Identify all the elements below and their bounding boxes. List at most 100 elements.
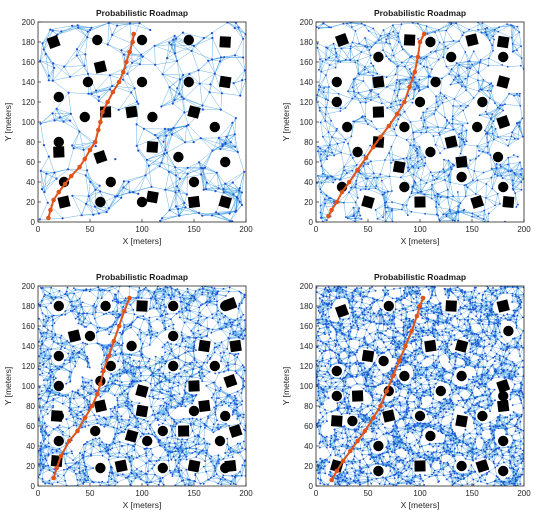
p4-node-640 xyxy=(481,331,484,333)
p3-node-1358 xyxy=(234,319,236,322)
p4-node-230 xyxy=(326,444,329,447)
p2-node-234 xyxy=(320,165,323,167)
p4-node-1404 xyxy=(423,484,425,486)
p2-node-283 xyxy=(342,22,345,25)
p4-node-1500 xyxy=(473,289,476,292)
p4-node-582 xyxy=(506,342,509,345)
p1-square-obstacle-2 xyxy=(93,60,108,74)
p2-node-570 xyxy=(457,75,460,77)
p4-node-1498 xyxy=(496,338,499,341)
p4-node-826 xyxy=(455,351,457,354)
p3-node-1032 xyxy=(139,289,142,292)
p4-node-835 xyxy=(478,322,481,325)
p3-node-1121 xyxy=(213,346,216,349)
p3-node-830 xyxy=(123,389,126,392)
p4-node-212 xyxy=(471,376,474,378)
p2-node-299 xyxy=(359,172,362,175)
p4-node-1488 xyxy=(431,293,433,296)
p3-node-1417 xyxy=(191,417,194,420)
p4-node-2083 xyxy=(508,482,511,484)
p1-node-163 xyxy=(203,166,207,169)
p3-node-1292 xyxy=(113,407,116,409)
p2-node-685 xyxy=(489,117,492,119)
p3-node-565 xyxy=(50,297,53,299)
p4-node-305 xyxy=(466,455,469,457)
p2-y-tick-label-6: 120 xyxy=(300,98,314,107)
p3-node-1069 xyxy=(170,318,172,320)
p4-node-790 xyxy=(341,425,344,428)
p4-node-1418 xyxy=(412,309,415,312)
p1-node-112 xyxy=(97,99,100,102)
p3-node-88 xyxy=(181,451,184,454)
p2-node-218 xyxy=(318,27,320,30)
p1-node-102 xyxy=(190,49,193,53)
p3-node-1385 xyxy=(130,465,133,467)
p4-node-338 xyxy=(329,357,332,360)
p2-node-618 xyxy=(427,75,430,77)
p4-node-533 xyxy=(395,297,398,300)
p3-node-773 xyxy=(228,393,231,396)
p4-node-916 xyxy=(406,384,409,387)
p3-node-1264 xyxy=(170,343,173,345)
p4-node-1778 xyxy=(403,353,406,356)
p4-node-2158 xyxy=(416,452,419,455)
p4-node-2027 xyxy=(442,404,445,407)
p3-node-494 xyxy=(179,459,182,461)
p3-node-854 xyxy=(54,296,57,299)
p3-node-1467 xyxy=(137,291,140,293)
p2-node-614 xyxy=(319,160,322,162)
p3-node-1305 xyxy=(181,397,184,399)
p2-node-668 xyxy=(352,206,355,209)
p3-node-1182 xyxy=(213,287,216,289)
p2-node-541 xyxy=(500,165,502,168)
p4-node-418 xyxy=(444,293,447,296)
p2-node-636 xyxy=(505,139,508,141)
p3-node-609 xyxy=(202,287,204,290)
p4-node-2232 xyxy=(341,288,344,291)
p3-path-waypoint-3 xyxy=(66,438,72,444)
p4-node-958 xyxy=(509,462,512,465)
p2-node-604 xyxy=(349,45,352,48)
p3-node-721 xyxy=(143,288,146,290)
p1-node-125 xyxy=(242,37,245,40)
p4-node-876 xyxy=(329,348,332,351)
p4-node-1752 xyxy=(328,288,331,291)
p4-node-1563 xyxy=(358,345,361,348)
p4-node-370 xyxy=(349,386,352,389)
p3-node-888 xyxy=(205,425,208,427)
p4-node-53 xyxy=(381,423,384,426)
p1-path-waypoint-0 xyxy=(46,215,51,221)
p3-node-813 xyxy=(189,424,192,427)
p4-node-1463 xyxy=(415,296,418,299)
p4-node-754 xyxy=(442,474,445,477)
p2-node-381 xyxy=(396,79,398,81)
p3-node-432 xyxy=(117,474,119,477)
p2-node-80 xyxy=(513,172,516,174)
p3-node-1038 xyxy=(194,474,197,477)
p2-node-612 xyxy=(401,203,404,206)
p3-node-1354 xyxy=(219,386,222,389)
p3-node-1451 xyxy=(244,459,246,462)
p4-node-1991 xyxy=(477,319,479,321)
p3-node-1424 xyxy=(115,298,118,301)
p4-node-1909 xyxy=(410,417,413,419)
p3-node-1405 xyxy=(129,416,131,418)
p4-node-1764 xyxy=(513,482,516,485)
p4-node-1672 xyxy=(390,431,393,434)
p4-node-2162 xyxy=(432,322,435,325)
p4-node-1971 xyxy=(317,421,320,424)
p2-node-493 xyxy=(318,68,320,71)
p3-node-745 xyxy=(165,405,168,408)
p2-node-518 xyxy=(367,30,370,32)
p4-node-2267 xyxy=(330,434,333,437)
p4-node-195 xyxy=(498,357,501,360)
p3-node-904 xyxy=(228,318,231,321)
p3-node-897 xyxy=(123,326,126,329)
p4-node-2019 xyxy=(474,411,477,414)
p4-node-1120 xyxy=(457,309,460,311)
p4-node-2096 xyxy=(334,440,336,442)
p4-node-276 xyxy=(344,347,346,350)
p2-node-391 xyxy=(412,131,414,134)
p4-node-1468 xyxy=(438,361,441,363)
p4-node-1014 xyxy=(497,319,500,321)
